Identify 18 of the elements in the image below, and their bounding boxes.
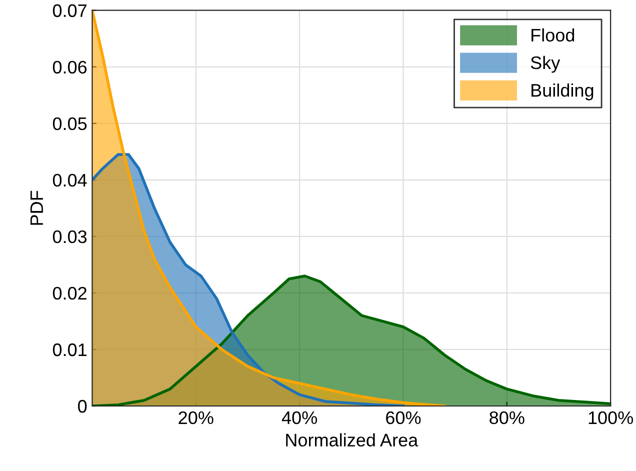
- legend-label: Sky: [530, 56, 560, 73]
- y-tick-label: 0.07: [52, 4, 86, 18]
- x-tick-label: 40%: [282, 411, 317, 424]
- y-tick-label: 0.03: [52, 230, 87, 244]
- x-tick-label: 80%: [490, 411, 524, 424]
- y-tick-label: 0.01: [52, 343, 86, 356]
- legend-label: Flood: [532, 28, 574, 42]
- y-tick-label: 0.04: [52, 174, 87, 187]
- y-tick-label: 0.06: [52, 60, 87, 74]
- y-tick-label: 0.05: [52, 117, 87, 130]
- y-tick-label: 0.02: [52, 286, 86, 300]
- x-axis-title: Normalized Area: [286, 433, 418, 447]
- x-tick-label: 100%: [588, 411, 634, 424]
- y-axis-title: PDF: [30, 190, 43, 225]
- legend-label: Building: [532, 83, 594, 100]
- x-tick-label: 60%: [386, 411, 421, 424]
- y-tick-label: 0: [78, 400, 87, 413]
- x-tick-label: 20%: [178, 411, 214, 424]
